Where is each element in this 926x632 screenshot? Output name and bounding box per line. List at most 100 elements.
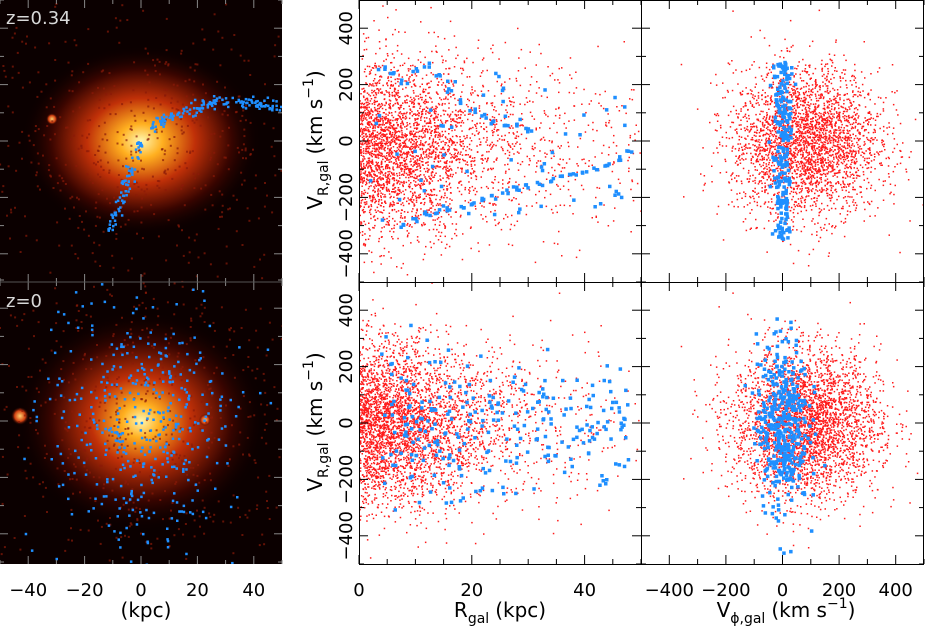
halo-pixel	[164, 333, 167, 336]
halo-star-point	[413, 99, 415, 102]
stream-star-pixel	[91, 333, 94, 337]
halo-pixel	[87, 234, 90, 237]
halo-star-point	[362, 244, 365, 246]
stream-star-pixel	[61, 483, 65, 487]
halo-star-point	[402, 123, 405, 126]
halo-star-point	[477, 95, 479, 97]
halo-pixel	[212, 321, 215, 324]
halo-star-point	[535, 129, 537, 131]
halo-star-point	[380, 171, 382, 173]
halo-star-point	[410, 164, 412, 166]
halo-star-point	[393, 150, 396, 152]
stream-star-pixel	[153, 381, 156, 384]
halo-star-point	[544, 156, 547, 158]
halo-star-point	[416, 141, 418, 143]
halo-pixel	[161, 366, 164, 369]
halo-star-point	[423, 180, 425, 182]
stream-star-pixel	[160, 569, 163, 572]
halo-star-point	[360, 105, 363, 108]
halo-pixel	[312, 472, 314, 474]
halo-star-point	[430, 6, 432, 9]
halo-pixel	[154, 397, 157, 399]
halo-star-point	[377, 177, 379, 180]
halo-star-point	[373, 89, 376, 92]
halo-star-point	[438, 138, 441, 141]
halo-star-point	[380, 160, 383, 163]
halo-star-point	[460, 125, 462, 127]
halo-pixel	[129, 167, 132, 170]
halo-pixel	[194, 63, 197, 66]
stream-star-pixel	[165, 115, 168, 119]
halo-star-point	[365, 97, 368, 100]
halo-star-point	[363, 87, 365, 90]
halo-star-point	[569, 205, 571, 207]
stream-star-pixel	[171, 437, 175, 440]
halo-pixel	[248, 339, 251, 342]
halo-pixel	[304, 312, 306, 314]
halo-pixel	[103, 401, 106, 404]
halo-star-point	[384, 156, 386, 158]
halo-star-point	[392, 191, 394, 193]
stream-star-pixel	[127, 169, 131, 172]
halo-pixel	[71, 539, 73, 542]
stream-star-pixel	[203, 419, 206, 422]
halo-star-point	[374, 201, 376, 204]
halo-star-point	[512, 105, 515, 108]
stream-star-pixel	[58, 377, 61, 380]
halo-pixel	[156, 537, 159, 540]
halo-star-point	[634, 139, 636, 141]
halo-pixel	[128, 525, 131, 528]
halo-star-point	[422, 258, 425, 261]
halo-star-point	[420, 182, 423, 185]
halo-star-point	[411, 74, 413, 76]
halo-star-point	[431, 101, 433, 103]
halo-pixel	[353, 288, 355, 290]
halo-pixel	[171, 383, 174, 386]
halo-star-point	[422, 108, 424, 111]
halo-star-point	[360, 127, 363, 130]
halo-star-point	[393, 124, 395, 126]
halo-star-point	[545, 190, 547, 192]
halo-star-point	[363, 135, 365, 137]
halo-star-point	[361, 142, 364, 144]
stream-star-pixel	[73, 398, 77, 402]
stream-star-pixel	[174, 414, 178, 417]
halo-pixel	[246, 207, 249, 210]
halo-star-point	[380, 195, 382, 197]
halo-pixel	[14, 316, 17, 319]
halo-pixel	[43, 134, 46, 137]
halo-star-point	[427, 143, 430, 146]
halo-pixel	[145, 307, 147, 310]
halo-star-point	[482, 218, 484, 220]
halo-star-point	[458, 190, 461, 193]
halo-star-point	[372, 144, 374, 146]
scatter-panel-top-middle	[359, 5, 641, 276]
halo-star-point	[551, 72, 554, 75]
halo-star-point	[417, 165, 419, 167]
halo-pixel	[7, 165, 10, 168]
halo-pixel	[278, 456, 281, 459]
halo-star-point	[370, 117, 373, 120]
halo-pixel	[89, 471, 91, 474]
halo-star-point	[442, 109, 445, 112]
stream-star-pixel	[173, 566, 176, 569]
halo-pixel	[275, 419, 278, 421]
halo-pixel	[211, 204, 214, 207]
halo-star-point	[491, 146, 493, 149]
halo-star-point	[428, 138, 431, 140]
halo-star-point	[368, 227, 370, 230]
halo-star-point	[432, 205, 434, 207]
halo-star-point	[433, 242, 435, 245]
halo-pixel	[145, 183, 148, 186]
halo-star-point	[374, 96, 376, 99]
stream-star-pixel	[103, 389, 107, 392]
halo-pixel	[133, 458, 136, 461]
halo-pixel	[118, 41, 121, 44]
halo-star-point	[378, 124, 380, 127]
halo-pixel	[176, 355, 179, 358]
halo-star-point	[363, 220, 365, 223]
halo-pixel	[190, 317, 193, 320]
halo-star-point	[427, 125, 430, 128]
halo-star-point	[361, 102, 363, 104]
stream-star-pixel	[116, 425, 120, 429]
